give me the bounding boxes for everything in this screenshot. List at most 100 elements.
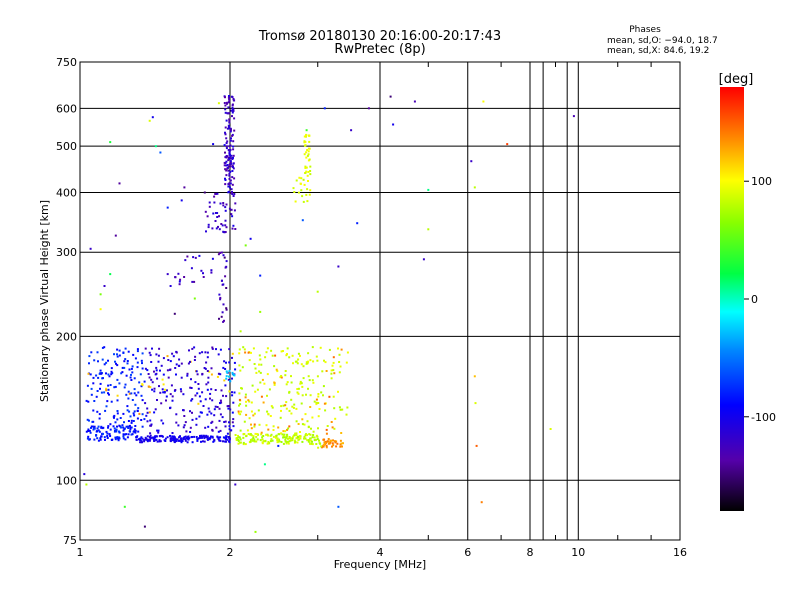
echo-point: [128, 392, 131, 395]
echo-point: [285, 407, 288, 410]
echo-point: [225, 307, 228, 310]
echo-point: [261, 438, 264, 441]
echo-point: [165, 395, 168, 398]
echo-point: [312, 434, 315, 436]
echo-point: [304, 437, 307, 440]
echo-point: [224, 209, 227, 212]
echo-point: [266, 373, 269, 376]
echo-point: [302, 365, 305, 368]
echo-point: [295, 434, 298, 437]
echo-point: [187, 438, 190, 441]
echo-point: [204, 435, 207, 438]
echo-point: [232, 166, 234, 168]
echo-point: [229, 182, 232, 185]
echo-point: [315, 398, 318, 401]
echo-point: [157, 360, 160, 363]
echo-point: [171, 395, 174, 398]
echo-point: [233, 117, 236, 120]
echo-point: [307, 440, 310, 443]
echo-point: [143, 525, 146, 528]
echo-point: [150, 378, 153, 381]
echo-point: [331, 445, 333, 448]
echo-point: [116, 410, 119, 412]
echo-point: [86, 437, 89, 440]
echo-point: [288, 440, 291, 443]
echo-point: [228, 100, 231, 103]
echo-point: [173, 312, 176, 315]
colorbar-ticks: 100 0 -100: [744, 175, 776, 424]
echo-point: [225, 137, 228, 140]
echo-point: [231, 170, 234, 172]
echo-point: [229, 380, 232, 383]
echo-point: [273, 365, 276, 368]
echo-point: [296, 391, 299, 394]
echo-point: [176, 438, 179, 441]
echo-point: [184, 439, 187, 442]
echo-point: [135, 436, 138, 438]
echo-point: [99, 387, 101, 390]
echo-point: [307, 352, 310, 355]
echo-point: [122, 429, 125, 432]
echo-point: [276, 441, 279, 444]
echo-point: [180, 362, 183, 365]
echo-point: [153, 387, 156, 390]
echo-point: [301, 385, 304, 388]
echo-point: [158, 439, 161, 442]
echo-point: [116, 399, 119, 402]
echo-point: [239, 369, 242, 372]
echo-point: [247, 351, 250, 354]
echo-point: [303, 135, 306, 138]
echo-point: [324, 361, 327, 364]
echo-point: [298, 176, 301, 179]
y-tick-label: 500: [56, 140, 77, 153]
echo-point: [145, 414, 148, 417]
echo-point: [233, 391, 236, 394]
echo-point: [350, 129, 353, 132]
echo-point: [224, 219, 227, 222]
echo-point: [312, 381, 315, 384]
echo-point: [137, 407, 140, 410]
echo-point: [149, 438, 152, 441]
echo-point: [230, 188, 233, 191]
echo-point: [305, 135, 307, 138]
echo-point: [151, 436, 154, 439]
echo-point: [172, 355, 175, 358]
echo-point: [304, 413, 307, 416]
echo-point: [90, 351, 93, 354]
echo-point: [297, 358, 300, 361]
echo-point: [222, 320, 225, 323]
echo-point: [261, 441, 264, 444]
echo-point: [128, 424, 131, 427]
echo-point: [301, 219, 304, 222]
echo-point: [193, 359, 196, 361]
echo-point: [285, 440, 288, 443]
echo-point: [231, 377, 233, 380]
echo-point: [121, 371, 124, 374]
echo-point: [292, 406, 295, 409]
echo-point: [309, 359, 312, 362]
echo-point: [193, 346, 196, 349]
echo-point: [333, 372, 336, 375]
echo-point: [179, 278, 182, 281]
echo-point: [223, 379, 226, 382]
echo-point: [311, 436, 314, 439]
echo-point: [90, 387, 93, 390]
echo-point: [204, 398, 207, 401]
echo-point: [234, 228, 237, 230]
echo-point: [124, 358, 127, 361]
echo-point: [197, 383, 200, 385]
echo-point: [206, 435, 209, 438]
echo-point: [345, 361, 348, 364]
plot-frame: [79, 61, 681, 541]
echo-point: [213, 438, 216, 441]
echo-point: [238, 436, 241, 439]
echo-point: [248, 417, 251, 420]
echo-point: [332, 369, 335, 372]
echo-point: [229, 165, 232, 168]
echo-point: [225, 370, 228, 373]
echo-point: [202, 276, 205, 278]
echo-point: [230, 154, 233, 157]
echo-point: [156, 399, 158, 401]
chart-title: Tromsø 20180130 20:16:00-20:17:43: [258, 29, 501, 44]
echo-point: [295, 437, 298, 440]
